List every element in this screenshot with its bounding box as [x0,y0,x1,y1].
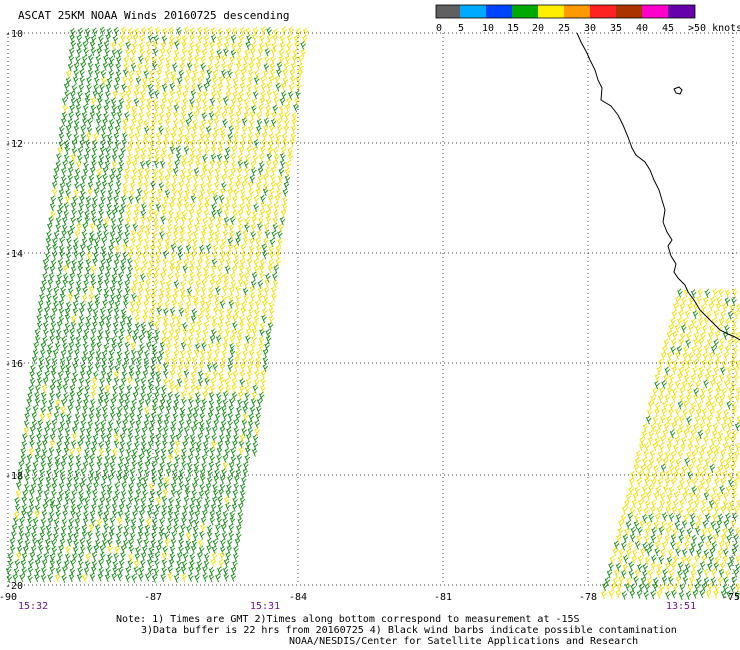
latitude-labels: -10 -12 -14 -16 -18 -20 [5,29,23,592]
map-title: ASCAT 25KM NOAA Winds 20160725 descendin… [18,9,290,22]
legend-label-15: 15 [507,23,519,34]
longitude-labels: -90 -87 -84 -81 -78 -75 [0,592,740,603]
legend-swatch-6 [590,5,616,18]
legend-label-5: 5 [458,23,464,34]
legend-swatch-1 [460,5,486,18]
lon-label: -90 [0,592,17,603]
legend-swatch-2 [486,5,512,18]
note-line-1: Note: 1) Times are GMT 2)Times along bot… [116,614,580,625]
legend-swatch-7 [616,5,642,18]
legend-swatch-4 [538,5,564,18]
green-wind-barbs [5,26,740,601]
legend-label-50: >50 knots [688,23,740,34]
lon-label: -87 [144,592,162,603]
legend-label-10: 10 [482,23,494,34]
legend-label-45: 45 [662,23,674,34]
pass-time: 15:31 [250,601,280,612]
island [673,86,683,95]
legend-label-30: 30 [584,23,596,34]
legend-label-20: 20 [532,23,544,34]
yellow-wind-barbs [14,26,740,600]
legend-label-0: 0 [436,23,442,34]
lon-label: -78 [579,592,597,603]
lat-label: -20 [5,581,23,592]
lat-label: -12 [5,139,23,150]
legend-swatch-3 [512,5,538,18]
lon-label: -75 [722,592,740,603]
legend-label-25: 25 [558,23,570,34]
legend-label-40: 40 [636,23,648,34]
note-line-3: NOAA/NESDIS/Center for Satellite Applica… [289,636,639,647]
lat-label: -16 [5,359,23,370]
note-line-2: 3)Data buffer is 22 hrs from 20160725 4)… [141,625,677,636]
legend-swatch-0 [436,5,460,18]
legend-swatch-8 [642,5,668,18]
lat-label: -10 [5,29,23,40]
pass-time-labels: 15:32 15:31 13:51 [18,601,696,612]
legend-label-35: 35 [610,23,622,34]
coastline [576,32,740,341]
wind-barbs [5,26,740,601]
legend-swatch-5 [564,5,590,18]
pass-time: 13:51 [666,601,696,612]
pass-time: 15:32 [18,601,48,612]
lon-label: -84 [289,592,307,603]
grid [7,32,740,586]
color-legend: 0 5 10 15 20 25 30 35 40 45 >50 knots [435,4,740,34]
lat-label: -14 [5,249,23,260]
lat-label: -18 [5,471,23,482]
legend-swatch-9 [668,5,695,18]
lon-label: -81 [434,592,452,603]
